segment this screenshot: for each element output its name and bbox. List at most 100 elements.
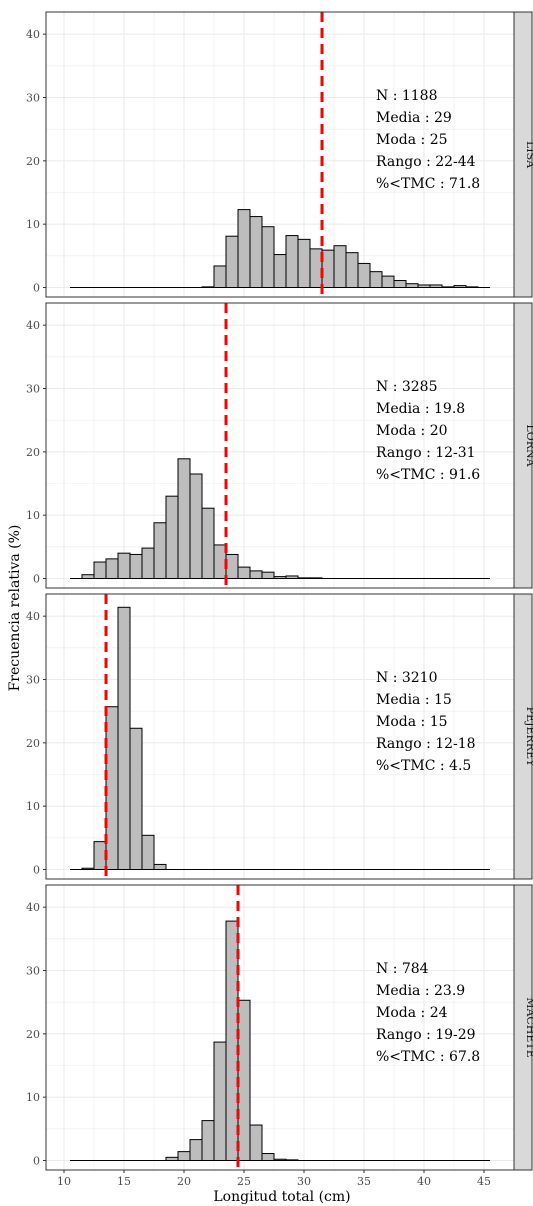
x-tick-label: 30 bbox=[297, 1175, 311, 1188]
annotation-rango: Rango : 12-31 bbox=[376, 445, 476, 461]
y-tick-label: 30 bbox=[26, 674, 40, 687]
y-tick-label: 20 bbox=[26, 1028, 40, 1041]
histogram-bar bbox=[249, 570, 263, 580]
annotation-moda: Moda : 15 bbox=[376, 714, 448, 730]
histogram-bar bbox=[249, 1124, 263, 1161]
histogram-bar bbox=[429, 284, 443, 289]
y-tick-label: 40 bbox=[26, 319, 40, 332]
annotation-media: Media : 19.8 bbox=[376, 401, 465, 417]
y-tick-label: 20 bbox=[26, 446, 40, 459]
y-tick-label: 0 bbox=[33, 573, 40, 586]
x-tick-label: 40 bbox=[417, 1175, 431, 1188]
histogram-bar bbox=[141, 834, 155, 870]
annotation-rango: Rango : 12-18 bbox=[376, 736, 476, 752]
annotation-rango: Rango : 19-29 bbox=[376, 1027, 476, 1043]
histogram-bar bbox=[369, 271, 383, 288]
x-tick-label: 25 bbox=[237, 1175, 251, 1188]
histogram-bar bbox=[333, 245, 347, 288]
histogram-bar bbox=[297, 577, 311, 579]
annotation-moda: Moda : 20 bbox=[376, 423, 448, 439]
histogram-bar bbox=[273, 254, 287, 288]
histogram-bar bbox=[189, 1139, 203, 1161]
histogram-bar bbox=[405, 283, 419, 289]
histogram-bar bbox=[453, 285, 467, 289]
histogram-bar bbox=[213, 544, 227, 580]
histogram-bar bbox=[213, 1041, 227, 1161]
facet-strip-label: LORNA bbox=[524, 424, 533, 467]
histogram-bar bbox=[261, 1153, 275, 1161]
x-tick-label: 10 bbox=[57, 1175, 71, 1188]
annotation-n: N : 1188 bbox=[376, 88, 438, 104]
y-tick-label: 10 bbox=[26, 800, 40, 813]
histogram-bar bbox=[249, 216, 263, 288]
histogram-bar bbox=[93, 841, 107, 871]
x-tick-label: 20 bbox=[177, 1175, 191, 1188]
annotation-media: Media : 23.9 bbox=[376, 983, 465, 999]
x-tick-label: 45 bbox=[477, 1175, 491, 1188]
annotation-media: Media : 29 bbox=[376, 110, 452, 126]
histogram-bar bbox=[165, 495, 179, 579]
annotation-moda: Moda : 24 bbox=[376, 1005, 448, 1021]
histogram-bar bbox=[261, 226, 275, 288]
y-axis-title: Frecuencia relativa (%) bbox=[7, 525, 23, 692]
annotation-rango: Rango : 22-44 bbox=[376, 154, 476, 170]
facet-strip-label: MACHETE bbox=[524, 997, 533, 1058]
histogram-bar bbox=[273, 1158, 287, 1161]
histogram-bar bbox=[117, 552, 131, 580]
panels-group: 0 10 20 30 40 N : 1188 Media : 29 Moda : 25 Rang… bbox=[26, 11, 533, 1188]
facet-strip bbox=[513, 593, 533, 880]
annotation-tmc: %<TMC : 67.8 bbox=[376, 1049, 480, 1065]
histogram-bar bbox=[309, 577, 323, 579]
y-tick-label: 40 bbox=[26, 901, 40, 914]
histogram-bar bbox=[141, 547, 155, 579]
histogram-bar bbox=[129, 727, 143, 870]
histogram-bar bbox=[309, 248, 323, 289]
histogram-bar bbox=[153, 863, 167, 871]
y-tick-label: 30 bbox=[26, 92, 40, 105]
x-axis-title: Longitud total (cm) bbox=[213, 1189, 350, 1205]
histogram-bar bbox=[321, 249, 335, 288]
histogram-bar bbox=[237, 999, 251, 1161]
annotation-moda: Moda : 25 bbox=[376, 132, 448, 148]
histogram-bar bbox=[381, 275, 395, 289]
y-tick-label: 10 bbox=[26, 509, 40, 522]
histogram-bar bbox=[393, 280, 407, 288]
y-tick-label: 0 bbox=[33, 1155, 40, 1168]
annotation-n: N : 3210 bbox=[376, 670, 438, 686]
y-tick-label: 20 bbox=[26, 737, 40, 750]
histogram-bar bbox=[201, 1120, 215, 1161]
annotation-tmc: %<TMC : 4.5 bbox=[376, 758, 471, 774]
histogram-bar bbox=[357, 262, 371, 288]
facet-strip-label: PEJERREY bbox=[524, 707, 533, 767]
y-tick-label: 30 bbox=[26, 965, 40, 978]
histogram-bar bbox=[441, 286, 455, 289]
annotation-media: Media : 15 bbox=[376, 692, 452, 708]
annotation-tmc: %<TMC : 71.8 bbox=[376, 176, 480, 192]
histogram-bar bbox=[93, 561, 107, 579]
histogram-bar bbox=[261, 571, 275, 580]
histogram-bar bbox=[105, 706, 119, 870]
facet-strip bbox=[513, 11, 533, 298]
y-tick-label: 20 bbox=[26, 155, 40, 168]
annotation-tmc: %<TMC : 91.6 bbox=[376, 467, 480, 483]
histogram-bar bbox=[285, 1159, 299, 1162]
y-tick-label: 40 bbox=[26, 28, 40, 41]
y-tick-label: 10 bbox=[26, 1091, 40, 1104]
histogram-bar bbox=[177, 458, 191, 579]
histogram-bar bbox=[153, 522, 167, 579]
histogram-bar bbox=[237, 566, 251, 579]
histogram-bar bbox=[81, 867, 95, 871]
panel-pejerrey: 0 10 20 30 40 N : 3210 Media : 15 Moda : 15 Rang… bbox=[26, 593, 533, 880]
histogram-bar bbox=[201, 507, 215, 580]
histogram-bar bbox=[213, 265, 227, 289]
histogram-bar bbox=[345, 252, 359, 289]
histogram-bar bbox=[417, 284, 431, 289]
y-tick-label: 30 bbox=[26, 383, 40, 396]
annotation-n: N : 3285 bbox=[376, 379, 438, 395]
panel-machete: 0 10 20 30 40 N : 784 Media : 23.9 Moda : 24 Ran… bbox=[26, 884, 533, 1171]
x-tick-label: 15 bbox=[117, 1175, 131, 1188]
histogram-bar bbox=[297, 238, 311, 289]
histogram-bar bbox=[225, 235, 239, 288]
facet-strip bbox=[513, 302, 533, 589]
histogram-bar bbox=[285, 235, 299, 288]
